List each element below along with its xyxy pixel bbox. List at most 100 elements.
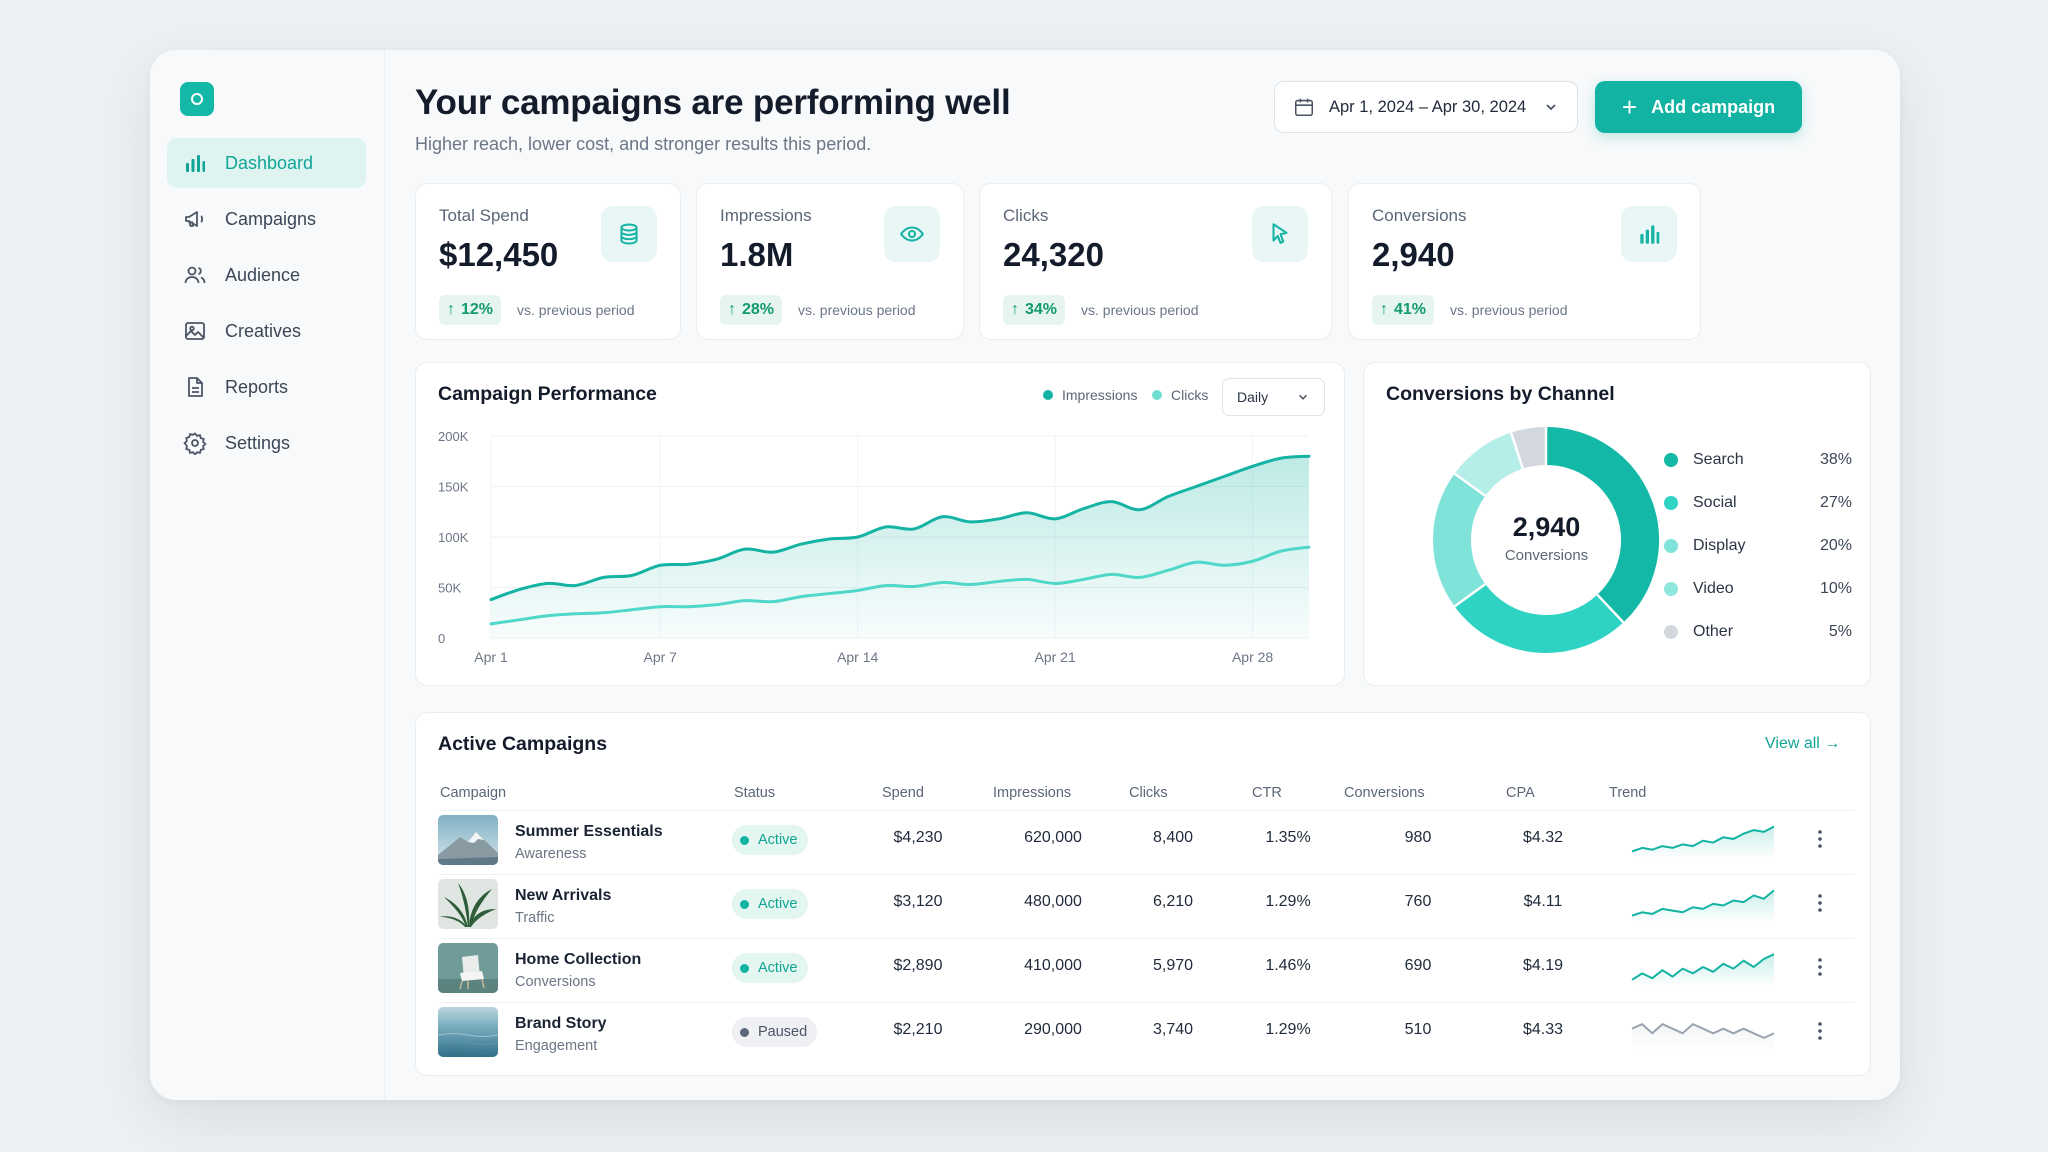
cell-conversions: 690 [1404, 957, 1432, 974]
more-options-icon[interactable] [1810, 1019, 1830, 1043]
add-campaign-button[interactable]: + Add campaign [1595, 81, 1802, 133]
kpi-value: 24,320 [1003, 236, 1104, 273]
campaign-thumbnail [438, 879, 498, 929]
cell-spend: $2,210 [893, 1021, 943, 1038]
sidebar-item-campaigns[interactable]: Campaigns [167, 194, 366, 244]
status-label: Active [758, 896, 798, 912]
kpi-label: Conversions [1372, 206, 1467, 225]
sidebar-item-reports[interactable]: Reports [167, 362, 366, 412]
status-badge: Active [732, 825, 808, 855]
status-badge: Active [732, 889, 808, 919]
series-line-clicks [489, 545, 1311, 626]
cell-clicks: 3,740 [1152, 1021, 1194, 1038]
series-area-impressions [491, 456, 1309, 638]
kpi-card-impressions[interactable]: Impressions 1.8M ↑ 28% vs. previous perio… [696, 183, 964, 340]
more-options-icon[interactable] [1810, 827, 1830, 851]
sparkline-area [1632, 954, 1774, 987]
kpi-card-clicks[interactable]: Clicks 24,320 ↑ 34% vs. previous period [979, 183, 1332, 340]
kpi-delta-value: 28% [742, 301, 775, 318]
users-icon [183, 263, 207, 287]
kpi-value: 1.8M [720, 236, 794, 273]
campaign-name: Home Collection [515, 951, 642, 968]
channel-percent: 38% [1819, 451, 1852, 468]
donut-separator [1596, 593, 1625, 624]
database-icon [601, 206, 657, 262]
x-tick-label: Apr 14 [837, 649, 878, 665]
column-header-spend: Spend [882, 785, 924, 801]
bar-chart-icon [1621, 206, 1677, 262]
sidebar-item-dashboard[interactable]: Dashboard [167, 138, 366, 188]
arrow-up-icon: ↑ [728, 301, 736, 318]
sidebar-item-creatives[interactable]: Creatives [167, 306, 366, 356]
cell-cpa: $4.33 [1522, 1021, 1564, 1038]
donut-slice-search [1545, 427, 1659, 623]
kpi-comparison-note: vs. previous period [798, 302, 916, 318]
x-tick-label: Apr 21 [1035, 649, 1076, 665]
sidebar-item-audience[interactable]: Audience [167, 250, 366, 300]
sparkline-area [1632, 826, 1774, 859]
cell-spend: $2,890 [893, 957, 943, 974]
donut-slice-display [1433, 473, 1486, 607]
cell-impressions: 620,000 [1024, 829, 1082, 846]
donut-separator [1453, 472, 1487, 497]
channel-percent: 27% [1819, 494, 1852, 511]
gear-icon [183, 431, 207, 455]
kpi-delta-badge: ↑ 41% [1372, 295, 1435, 325]
view-all-link[interactable]: View all → [1765, 735, 1840, 753]
legend-item-impressions: Impressions [1043, 387, 1137, 403]
column-header-conversions: Conversions [1344, 785, 1425, 801]
campaign-objective: Awareness [515, 846, 587, 862]
kpi-card-conversions[interactable]: Conversions 2,940 ↑ 41% vs. previous peri… [1348, 183, 1701, 340]
x-tick-label: Apr 7 [644, 649, 678, 665]
kpi-delta-badge: ↑ 12% [439, 295, 502, 325]
status-dot [740, 1027, 749, 1037]
sparkline-area [1632, 1024, 1774, 1051]
channel-row-video: Video 10% [1664, 576, 1852, 602]
kpi-card-total-spend[interactable]: Total Spend $12,450 ↑ 12% vs. previous pe… [415, 183, 681, 340]
add-campaign-label: Add campaign [1651, 96, 1776, 117]
table-row[interactable]: Summer Essentials Awareness Active $4,23… [438, 810, 1854, 874]
interval-value: Daily [1237, 389, 1269, 405]
column-header-impressions: Impressions [993, 785, 1072, 801]
arrow-up-icon: ↑ [1011, 301, 1019, 318]
legend-swatch [1664, 453, 1678, 467]
status-label: Active [758, 832, 798, 848]
trend-sparkline [1631, 953, 1775, 987]
cell-spend: $4,230 [893, 829, 943, 846]
cell-impressions: 480,000 [1024, 893, 1082, 910]
donut-center-label: Conversions [1504, 547, 1589, 564]
logo[interactable] [180, 82, 214, 116]
more-options-icon[interactable] [1810, 955, 1830, 979]
column-header-cpa: CPA [1506, 785, 1535, 801]
status-label: Paused [758, 1024, 808, 1040]
donut-slice-video [1454, 432, 1524, 497]
arrow-up-icon: ↑ [447, 301, 455, 318]
arrow-right-icon: → [1824, 735, 1841, 752]
channel-percent: 5% [1828, 623, 1852, 640]
y-tick-label: 50K [438, 581, 461, 596]
cell-cpa: $4.19 [1522, 957, 1564, 974]
sparkline-line [1631, 953, 1775, 981]
y-tick-label: 100K [438, 530, 469, 545]
table-row[interactable]: Brand Story Engagement Paused $2,210 290… [438, 1002, 1854, 1066]
donut-slice-other [1511, 427, 1547, 469]
table-row[interactable]: Home Collection Conversions Active $2,89… [438, 938, 1854, 1002]
sidebar-item-settings[interactable]: Settings [167, 418, 366, 468]
chevron-down-icon [1546, 104, 1556, 111]
column-header-trend: Trend [1609, 785, 1647, 801]
interval-select[interactable]: Daily [1222, 378, 1325, 416]
cursor-icon [1252, 206, 1308, 262]
legend-swatch [1664, 582, 1678, 596]
date-range-picker[interactable]: Apr 1, 2024 – Apr 30, 2024 [1274, 81, 1578, 133]
cell-conversions: 760 [1404, 893, 1432, 910]
cell-ctr: 1.29% [1265, 1021, 1311, 1038]
channel-percent: 10% [1819, 580, 1852, 597]
more-options-icon[interactable] [1810, 891, 1830, 915]
cell-impressions: 290,000 [1024, 1021, 1082, 1038]
kpi-label: Total Spend [439, 206, 529, 225]
table-row[interactable]: New Arrivals Traffic Active $3,120 480,0… [438, 874, 1854, 938]
campaign-performance-panel: 0 50K 100K 150K 200K Apr 1 Apr 7 Apr 14 Apr 21 Ap… [415, 362, 1345, 686]
cell-ctr: 1.46% [1265, 957, 1311, 974]
image-icon [183, 319, 207, 343]
bar-chart-icon [183, 151, 207, 175]
